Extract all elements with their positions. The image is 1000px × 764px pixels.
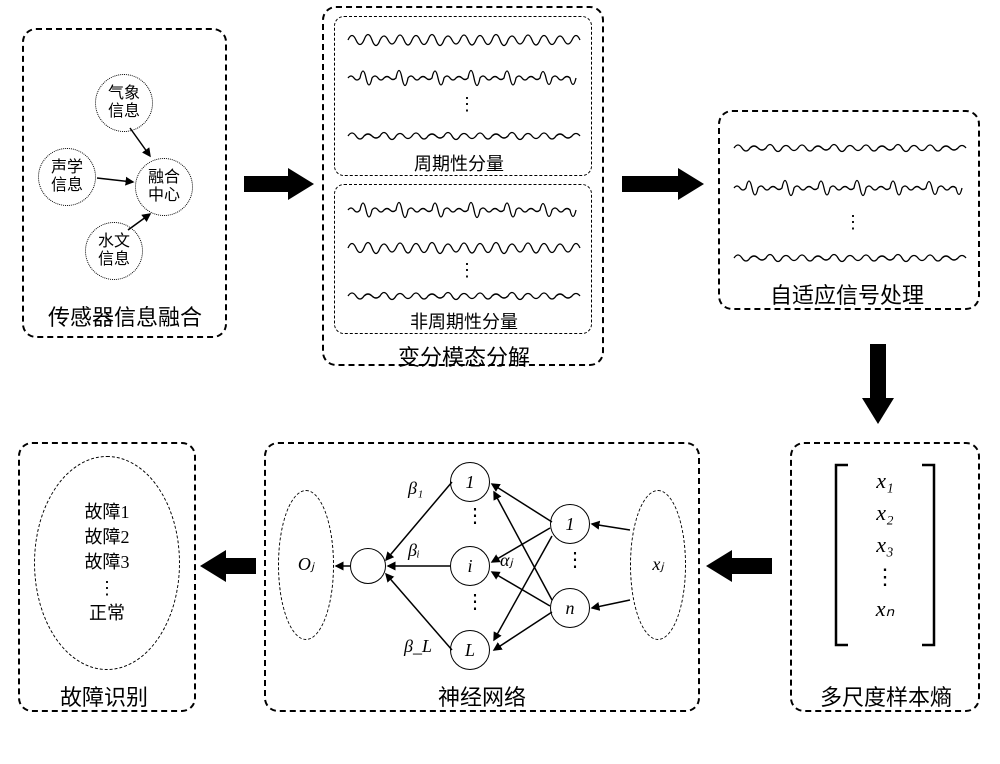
node-label: 水文 信息 [98,233,130,268]
nn-output-label: Oⱼ [298,552,314,577]
fault-normal: 正常 [89,601,125,626]
node-label: 声学 信息 [51,159,83,194]
nn-hidden-L: L [450,630,490,670]
nn-output-ellipse: Oⱼ [278,490,334,640]
nn-input-ellipse: xⱼ [630,490,686,640]
vec-xn: xₙ [876,596,895,622]
vec-x1: x₁ [876,468,893,494]
vec-x3: x₃ [876,532,893,558]
w-bL: β_L [404,636,432,657]
hid-L-label: L [465,640,475,661]
hid-dots-2: ⋮ [465,598,485,606]
box1-title: 传感器信息融合 [45,300,205,332]
arrow-1-2 [244,168,314,200]
fault-dots: ⋮ [98,576,116,601]
node-acoustic: 声学 信息 [38,148,96,206]
fault-ellipse: 故障1 故障2 故障3 ⋮ 正常 [34,456,180,670]
diagram-canvas: 传感器信息融合 融合 中心 气象 信息 声学 信息 水文 信息 周期性分量 非周… [0,0,1000,764]
node-label: 气象 信息 [108,85,140,120]
fault-1: 故障1 [85,500,130,525]
w-b1: β₁ [408,478,423,499]
nn-input-n: n [550,588,590,628]
node-label: 融合 中心 [148,169,180,204]
box5-title: 神经网络 [438,680,526,712]
nn-input-label: xⱼ [652,552,663,577]
vec-x2: x₂ [876,500,893,526]
nn-input-1: 1 [550,504,590,544]
node-hydrology: 水文 信息 [85,222,143,280]
box3-title: 自适应信号处理 [770,278,924,310]
nn-output-node [350,548,386,584]
hid-dots-1: ⋮ [465,512,485,520]
vec-dots: ⋮ [874,564,896,590]
box6-title: 故障识别 [60,680,148,712]
nn-hidden-1: 1 [450,462,490,502]
fault-3: 故障3 [85,550,130,575]
w-bi: βᵢ [408,540,420,561]
arrow-4-5 [706,550,772,582]
arrow-3-4 [862,344,894,424]
in-n-label: n [566,598,575,619]
arrow-5-6 [200,550,256,582]
hid-i-label: i [467,556,472,577]
node-meteorology: 气象 信息 [95,74,153,132]
node-fusion-center: 融合 中心 [135,158,193,216]
vmd-lower-label: 非周期性分量 [410,308,518,334]
in-dots: ⋮ [565,556,585,564]
w-aj: αⱼ [500,550,513,571]
nn-hidden-i: i [450,546,490,586]
in-1-label: 1 [566,514,575,535]
hid-1-label: 1 [466,472,475,493]
vmd-upper-label: 周期性分量 [414,150,504,176]
box4-title: 多尺度样本熵 [820,680,952,712]
box2-title: 变分模态分解 [398,340,530,372]
vector-values: x₁ x₂ x₃ ⋮ xₙ [850,468,920,622]
arrow-2-3 [622,168,704,200]
fault-2: 故障2 [85,525,130,550]
